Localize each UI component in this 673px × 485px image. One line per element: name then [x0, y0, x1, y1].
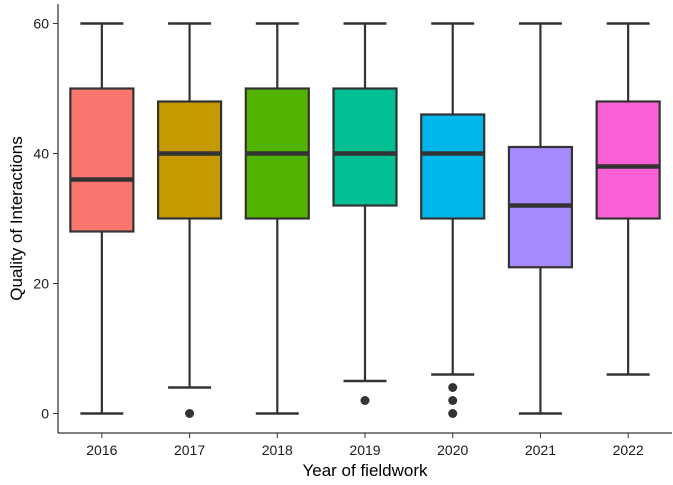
outlier-point [448, 409, 458, 418]
outlier-point [448, 383, 458, 392]
x-tick-label: 2016 [86, 442, 117, 458]
box-2017 [156, 22, 223, 418]
outlier-point [360, 396, 370, 405]
y-tick-label: 40 [33, 146, 49, 162]
box-2021 [507, 22, 574, 415]
box-2022 [595, 22, 661, 376]
box-2016 [69, 22, 135, 415]
outlier-point [185, 409, 195, 418]
iqr-box [156, 100, 223, 220]
box-2020 [420, 22, 486, 418]
x-tick-label: 2017 [174, 442, 205, 458]
iqr-box [69, 87, 135, 233]
x-axis-ticks: 2016 2017 2018 2019 2020 2021 2022 [86, 433, 644, 458]
iqr-box [595, 100, 661, 220]
box-2019 [332, 22, 398, 405]
outlier-point [448, 396, 458, 405]
iqr-box [420, 113, 486, 220]
x-tick-label: 2018 [262, 442, 293, 458]
y-axis-ticks: 0 20 40 60 [33, 16, 58, 422]
y-tick-label: 60 [33, 16, 49, 32]
y-tick-label: 0 [41, 406, 49, 422]
y-tick-label: 20 [33, 276, 49, 292]
box-2018 [244, 22, 310, 415]
x-tick-label: 2020 [437, 442, 468, 458]
x-tick-label: 2022 [613, 442, 644, 458]
plot-area [69, 22, 661, 418]
x-axis-title: Year of fieldwork [302, 461, 428, 480]
y-axis-title: Quality of Interactions [7, 136, 26, 300]
x-tick-label: 2021 [525, 442, 556, 458]
iqr-box [332, 87, 398, 207]
x-tick-label: 2019 [349, 442, 380, 458]
